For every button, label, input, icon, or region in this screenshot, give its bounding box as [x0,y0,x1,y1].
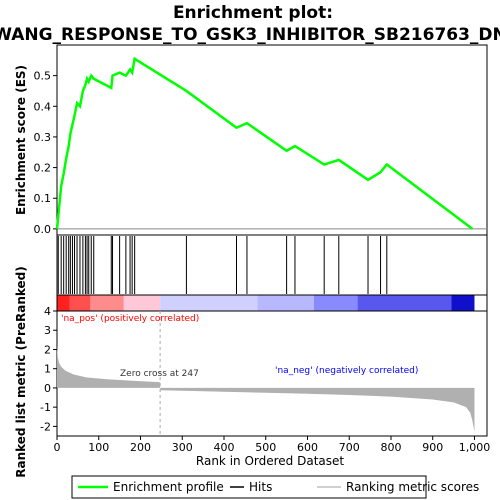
legend-item-label: Hits [249,480,272,494]
rank-x-tick-label: 500 [255,441,276,454]
heat-bar-segment [160,295,258,311]
chart-title-line1: Enrichment plot: [173,3,333,23]
hits-panel-frame [56,234,488,296]
rank-x-tick-label: 900 [422,441,443,454]
heat-bar-segment [57,295,70,311]
es-y-tick-label: 0.5 [34,70,52,83]
rank-y-tick-label: -1 [40,401,51,414]
rank-panel-frame [56,310,488,437]
chart-title-line2: WANG_RESPONSE_TO_GSK3_INHIBITOR_SB216763… [0,25,500,45]
rank-x-axis: 0 100 200 300 400 500 600 700 800 900 1,000 [54,436,491,454]
es-panel: 0.0 0.1 0.2 0.3 0.4 0.5 Enrichment score (ES) [14,44,488,236]
legend-item-label: Enrichment profile [113,480,224,494]
es-y-tick-label: 0.4 [34,100,52,113]
rank-x-tick-label: 100 [88,441,109,454]
rank-x-tick-label: 700 [339,441,360,454]
hit-markers [57,236,388,294]
rank-x-tick-label: 800 [380,441,401,454]
rank-y-tick-label: 2 [44,343,51,356]
rank-y-tick-label: 4 [44,305,51,318]
rank-y-axis: -2 -1 0 1 2 3 4 [40,305,57,433]
heat-bar-segment [313,295,358,311]
enrichment-profile-line [55,56,474,230]
rank-metric-panel: -2 -1 0 1 2 3 4 0 100 200 300 400 500 600 700 800 900 1,… [14,266,490,478]
es-y-tick-label: 0.2 [34,162,52,175]
legend-frame [71,475,427,499]
rank-x-tick-label: 0 [54,441,61,454]
rank-x-tick-label: 600 [297,441,318,454]
negative-correlation-label: 'na_neg' (negatively correlated) [275,366,418,376]
hits-panel [56,234,488,296]
rank-y-tick-label: -2 [40,420,51,433]
es-y-tick-label: 0.0 [34,223,52,236]
es-y-axis: 0.0 0.1 0.2 0.3 0.4 0.5 [34,70,57,236]
heat-bar-segment [451,295,475,311]
rank-y-tick-label: 1 [44,363,51,376]
heat-bar-segment [257,295,314,311]
ranking-metric-area [57,345,475,433]
rank-x-tick-label: 200 [130,441,151,454]
rank-x-tick-label: 1,000 [459,441,491,454]
rank-y-tick-label: 3 [44,324,51,337]
es-y-axis-label: Enrichment score (ES) [14,65,28,215]
heat-bar-segment [357,295,452,311]
zero-cross-label: Zero cross at 247 [120,369,199,379]
rank-y-tick-label: 0 [44,382,51,395]
heat-bar-segment [90,295,124,311]
es-y-tick-label: 0.3 [34,131,52,144]
rank-x-axis-label: Rank in Ordered Dataset [196,454,344,468]
positive-correlation-label: 'na_pos' (positively correlated) [61,314,199,324]
heat-bar-segment [123,295,161,311]
legend-item-label: Ranking metric scores [346,480,479,494]
rank-x-tick-label: 400 [213,441,234,454]
rank-y-axis-label: Ranked list metric (PreRanked) [14,266,28,478]
heat-bar-segment [69,295,91,311]
es-y-tick-label: 0.1 [34,192,52,205]
legend: Enrichment profile Hits Ranking metric sco… [71,475,479,499]
rank-x-tick-label: 300 [172,441,193,454]
ranking-heat-bar [57,295,475,311]
